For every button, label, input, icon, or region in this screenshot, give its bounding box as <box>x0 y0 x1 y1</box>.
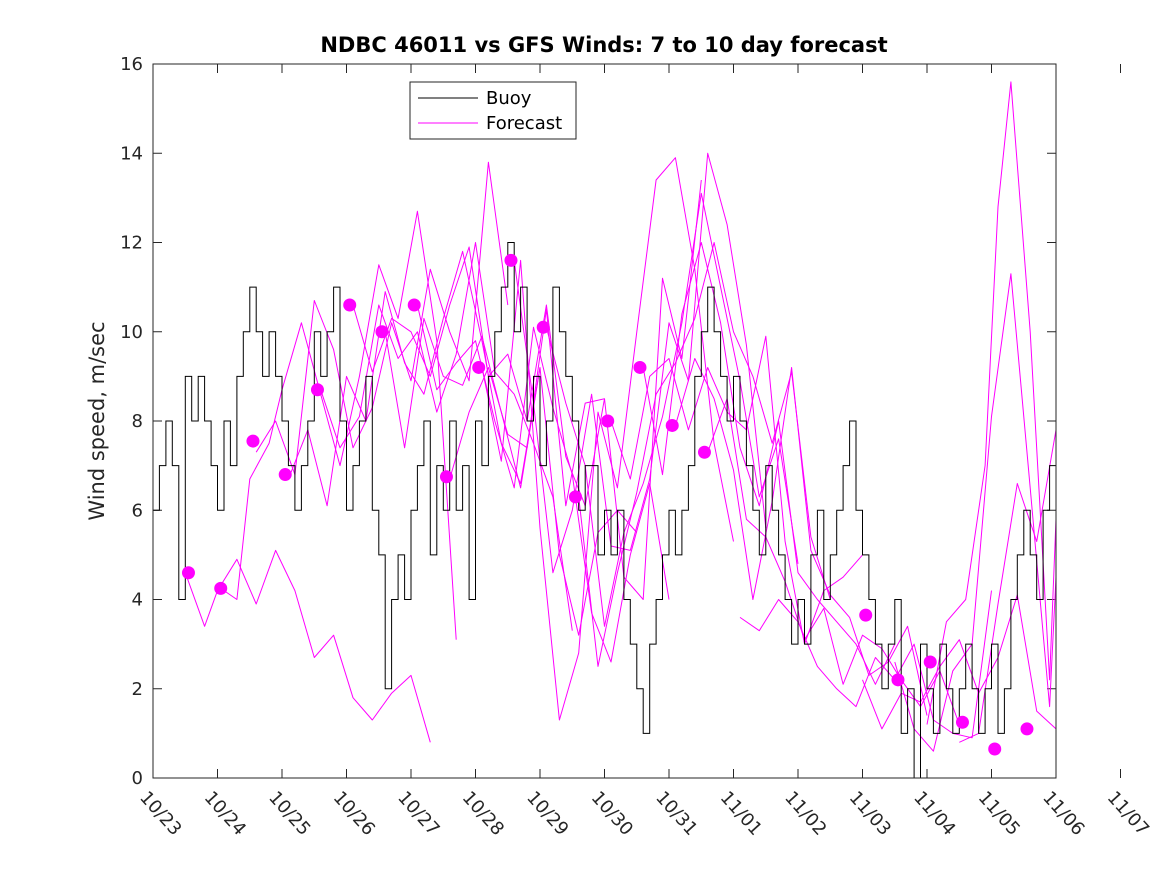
forecast-line-7 <box>416 304 670 663</box>
forecast-line-13 <box>610 335 863 645</box>
y-tick-label: 12 <box>120 233 143 254</box>
forecast-point <box>439 470 453 484</box>
y-tick-label: 2 <box>132 679 143 700</box>
forecast-point <box>310 383 324 397</box>
forecast-line-2 <box>255 161 509 476</box>
forecast-line-3 <box>287 250 541 507</box>
forecast-line-18 <box>862 594 1057 730</box>
y-axis-label: Wind speed, m/sec <box>85 321 109 520</box>
forecast-points <box>181 253 1034 756</box>
y-tick-labels: 0 2 4 6 8 10 12 14 16 <box>120 54 143 789</box>
forecast-point <box>665 418 679 432</box>
forecast-point <box>955 715 969 729</box>
forecast-point <box>859 608 873 622</box>
forecast-line-5 <box>352 246 605 507</box>
forecast-line-19 <box>894 273 1057 752</box>
forecast-point <box>988 742 1002 756</box>
forecast-line-4 <box>320 242 573 631</box>
forecast-point <box>246 434 260 448</box>
forecast-point <box>278 468 292 482</box>
forecast-point <box>568 490 582 504</box>
forecast-point <box>343 298 357 312</box>
y-tick-label: 14 <box>120 143 143 164</box>
forecast-line-15 <box>674 358 928 716</box>
forecast-line-16 <box>707 398 960 725</box>
forecast-point <box>697 445 711 459</box>
buoy-line <box>153 242 1056 779</box>
forecast-line-1 <box>217 210 457 640</box>
forecast-line-21 <box>959 429 1057 743</box>
y-tick-label: 16 <box>120 54 143 75</box>
legend-label-forecast: Forecast <box>486 113 562 134</box>
y-tick-label: 0 <box>132 768 143 789</box>
forecast-point <box>407 298 421 312</box>
axes-box <box>152 63 1057 779</box>
forecast-lines <box>184 81 1057 752</box>
legend: Buoy Forecast <box>409 81 577 140</box>
forecast-point <box>504 253 518 267</box>
chart-title: NDBC 46011 vs GFS Winds: 7 to 10 day for… <box>320 33 887 57</box>
forecast-point <box>923 655 937 669</box>
y-tick-label: 4 <box>132 590 143 611</box>
forecast-point <box>891 673 905 687</box>
y-tick-label: 10 <box>120 322 143 343</box>
legend-box <box>409 81 577 140</box>
forecast-point <box>633 360 647 374</box>
forecast-line-14 <box>642 242 896 685</box>
buoy-line-group <box>153 242 1056 779</box>
forecast-line-17 <box>739 590 992 739</box>
forecast-point <box>536 320 550 334</box>
forecast-point <box>375 325 389 339</box>
forecast-point <box>1020 722 1034 736</box>
forecast-point <box>472 360 486 374</box>
legend-label-buoy: Buoy <box>486 88 532 109</box>
forecast-line-10 <box>513 152 767 574</box>
y-tick-label: 6 <box>132 500 143 521</box>
forecast-point <box>214 581 228 595</box>
forecast-line-9 <box>481 157 734 721</box>
forecast-line-8 <box>449 179 702 600</box>
y-tick-label: 8 <box>132 411 143 432</box>
plot-area <box>152 63 1121 779</box>
forecast-line-6 <box>384 317 638 636</box>
forecast-point <box>601 414 615 428</box>
forecast-line-12 <box>578 242 831 667</box>
forecast-point <box>181 566 195 580</box>
